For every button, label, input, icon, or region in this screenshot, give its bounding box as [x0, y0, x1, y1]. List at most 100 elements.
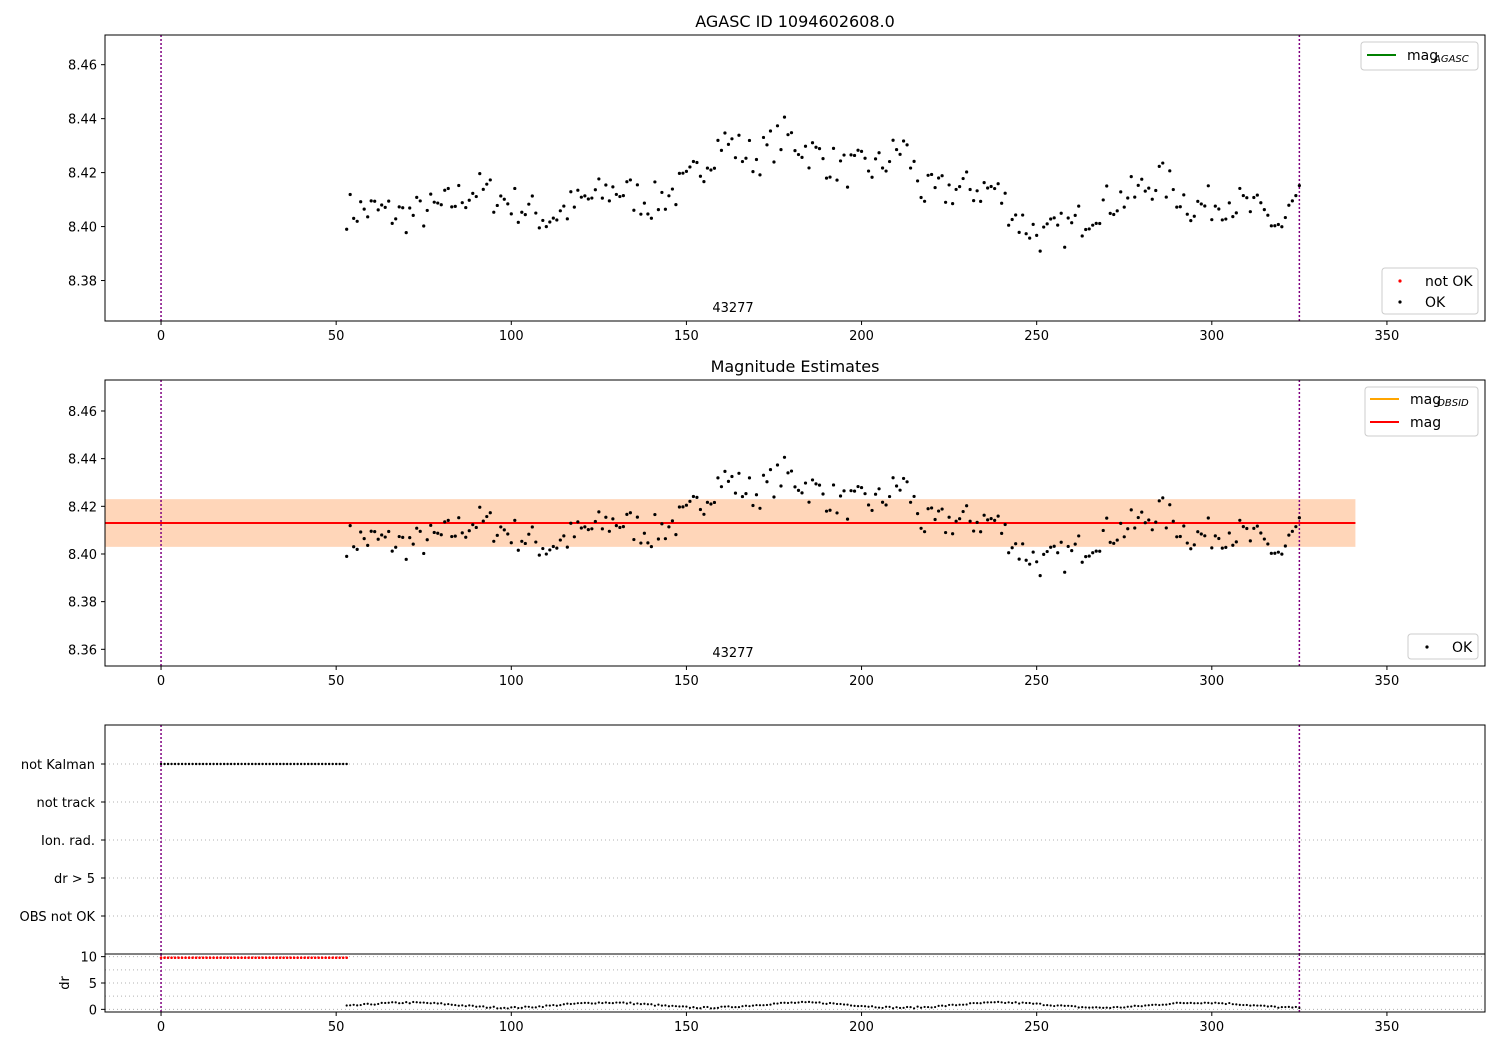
data-point	[1010, 546, 1014, 550]
data-point	[628, 511, 632, 515]
dr-point-ok	[958, 1003, 961, 1006]
dr-point-ok	[496, 1007, 499, 1010]
data-point	[922, 199, 927, 203]
dr-point-not-ok	[163, 956, 166, 959]
dr-point-ok	[422, 1001, 425, 1004]
data-point	[800, 155, 804, 159]
data-point	[604, 515, 608, 519]
data-point	[908, 166, 913, 170]
data-point	[1122, 205, 1126, 209]
dr-point-not-ok	[341, 956, 345, 959]
data-point	[705, 500, 710, 504]
data-point	[877, 151, 881, 155]
dr-point-ok	[748, 1005, 751, 1008]
data-point	[467, 198, 471, 202]
data-point	[961, 176, 965, 181]
dr-point-not-ok	[331, 956, 334, 959]
dr-point-ok	[867, 1005, 870, 1008]
legend: not OK OK	[1381, 267, 1479, 315]
data-point	[709, 502, 713, 506]
dr-point-not-ok	[215, 956, 219, 959]
data-point	[1105, 516, 1109, 520]
dr-point-not-ok	[264, 956, 268, 959]
x-tick-label: 50	[328, 674, 345, 689]
data-point	[951, 532, 955, 536]
data-point	[1052, 544, 1056, 548]
dr-point-ok	[1179, 1001, 1182, 1005]
flag-label: Ion. rad.	[41, 834, 95, 849]
data-point	[1171, 187, 1175, 192]
data-point	[1287, 533, 1291, 537]
dr-point-ok	[863, 1005, 867, 1008]
dr-point-ok	[741, 1005, 744, 1008]
data-point	[478, 172, 482, 176]
data-point	[523, 541, 527, 546]
data-point	[1241, 193, 1245, 198]
data-point	[698, 174, 703, 178]
dr-point-ok	[962, 1003, 965, 1006]
dr-point-ok	[513, 1005, 516, 1009]
dr-point-not-ok	[198, 956, 201, 959]
dr-point-ok	[727, 1005, 730, 1008]
data-point	[597, 177, 601, 181]
data-point	[1266, 213, 1270, 217]
data-point	[912, 159, 916, 163]
legend-label: not OK	[1425, 274, 1473, 290]
dr-point-ok	[835, 1002, 839, 1006]
data-point	[1087, 227, 1091, 231]
flag-point	[226, 762, 229, 766]
data-point	[1164, 526, 1168, 530]
dr-point-ok	[1217, 1002, 1220, 1005]
data-point	[898, 488, 902, 492]
data-point	[1021, 542, 1025, 546]
dr-point-ok	[454, 1003, 457, 1007]
data-point	[1269, 551, 1273, 555]
dr-point-not-ok	[180, 956, 184, 959]
dr-point-ok	[1182, 1002, 1185, 1005]
dr-point-ok	[608, 1001, 611, 1005]
dr-point-not-ok	[201, 956, 205, 959]
data-point	[586, 528, 590, 532]
data-point	[415, 526, 419, 530]
data-point	[765, 143, 769, 147]
data-point	[958, 517, 962, 521]
dr-point-ok	[450, 1003, 453, 1006]
data-point	[565, 545, 569, 549]
dr-point-ok	[758, 1004, 762, 1007]
data-point	[993, 186, 997, 191]
data-point	[824, 509, 829, 513]
data-point	[947, 515, 951, 519]
data-point	[1119, 521, 1123, 525]
data-point	[590, 527, 594, 531]
data-point	[1227, 201, 1231, 205]
data-point	[1210, 218, 1214, 222]
data-point	[1213, 204, 1217, 208]
data-point	[789, 469, 794, 473]
x-tick-label: 250	[1024, 1020, 1049, 1035]
dr-point-ok	[909, 1006, 912, 1009]
data-point	[583, 525, 587, 529]
dr-point-ok	[391, 1001, 394, 1004]
data-point	[653, 512, 657, 517]
data-point	[807, 500, 811, 504]
data-point	[1220, 218, 1224, 222]
data-point	[523, 213, 527, 217]
data-point	[898, 152, 902, 156]
dr-point-not-ok	[187, 956, 191, 959]
legend-subscript: OBSID	[1437, 398, 1469, 409]
dr-point-ok	[818, 1001, 821, 1004]
flag-point	[222, 762, 226, 766]
data-point	[1245, 196, 1249, 200]
dr-point-ok	[1119, 1006, 1122, 1009]
data-point	[719, 485, 724, 489]
dr-point-ok	[524, 1005, 527, 1008]
dr-point-ok	[769, 1003, 772, 1006]
data-point	[481, 519, 485, 523]
data-point	[1234, 211, 1238, 215]
dr-point-ok	[475, 1005, 478, 1008]
data-point	[968, 187, 972, 192]
dr-point-ok	[503, 1006, 506, 1009]
flag-point	[229, 762, 233, 766]
dr-point-not-ok	[334, 956, 338, 959]
data-point	[1059, 540, 1063, 544]
